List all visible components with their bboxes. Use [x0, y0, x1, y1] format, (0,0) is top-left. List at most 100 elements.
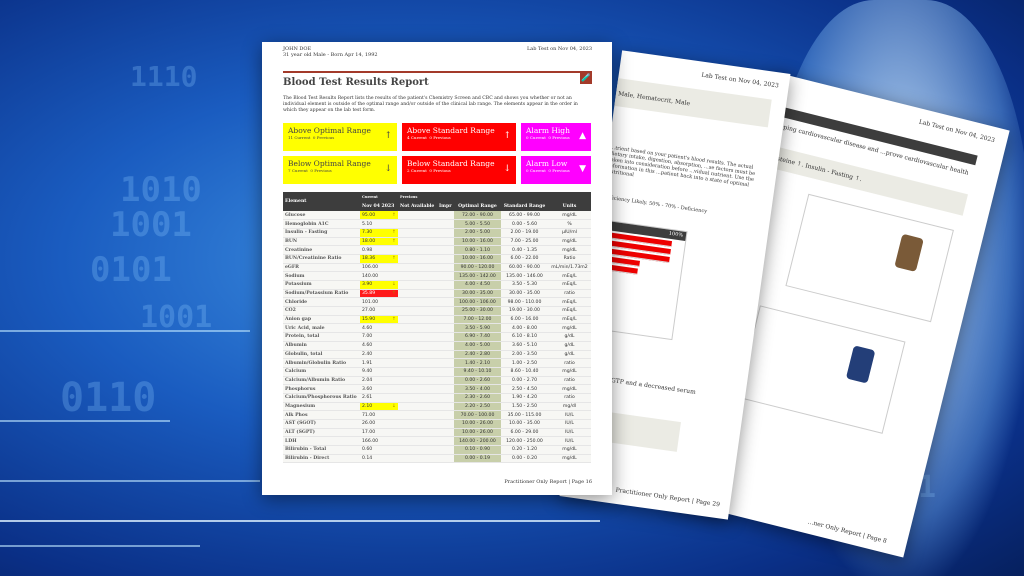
element-name: LDH — [283, 436, 360, 447]
standard-range: 7.00 - 25.00 — [501, 237, 548, 247]
units: mg/dL — [548, 237, 591, 247]
current-value: 3.90 ↓ — [360, 280, 398, 290]
binary-digits: 1001 — [110, 205, 192, 245]
table-row: eGFR 106.00 90.00 - 120.00 60.00 - 90.00 mL/… — [283, 263, 591, 273]
optimal-range: 3.50 - 5.90 — [454, 323, 501, 334]
element-name: Anion gap — [283, 315, 360, 325]
standard-range: 30.00 - 35.00 — [501, 289, 548, 299]
optimal-range: 140.00 - 200.00 — [454, 436, 501, 447]
arrow-icon: ↑ — [384, 131, 392, 141]
summary-label: Alarm High — [526, 126, 570, 135]
results-table: Element Current Previous Nov 04 2023 Not… — [283, 192, 591, 464]
patient-info: 31 year old Male - Born Apr 14, 1992 — [283, 52, 378, 58]
col-current-label: Current — [360, 192, 398, 202]
standard-range: 10.00 - 35.00 — [501, 419, 548, 429]
table-row: Bilirubin - Total 0.60 0.10 - 0.90 0.20 - 1… — [283, 445, 591, 455]
element-name: Bilirubin - Direct — [283, 454, 360, 464]
current-value: 17.00 — [360, 428, 398, 438]
standard-range: 135.00 - 146.00 — [501, 271, 548, 281]
units: g/dL — [548, 350, 591, 360]
standard-range: 4.00 - 8.00 — [501, 323, 548, 334]
optimal-range: 4.00 - 5.00 — [454, 341, 501, 351]
summary-box: Below Optimal Range 7 Current 0 Previous ↓ — [283, 156, 397, 184]
optimal-range: 100.00 - 106.00 — [454, 297, 501, 308]
element-name: Bilirubin - Total — [283, 445, 360, 455]
units: g/dL — [548, 341, 591, 351]
current-value: 1.91 — [360, 358, 398, 368]
current-value: 18.00 ↑ — [360, 237, 398, 247]
col-previous-label: Previous — [398, 192, 437, 202]
standard-range: 0.20 - 1.20 — [501, 445, 548, 455]
element-name: Globulin, total — [283, 350, 360, 360]
current-value: 166.00 — [360, 436, 398, 447]
table-row: Sodium 140.00 135.00 - 142.00 135.00 - 146.… — [283, 271, 591, 281]
units: µIU/ml — [548, 228, 591, 238]
current-value: 0.14 — [360, 454, 398, 464]
element-name: CO2 — [283, 306, 360, 316]
arrow-icon: ▼ — [579, 164, 586, 174]
supplement-bottle-image — [845, 345, 876, 384]
col-impr: Impr — [437, 201, 454, 211]
units: mEq/L — [548, 280, 591, 290]
element-name: BUN/Creatinine Ratio — [283, 254, 360, 264]
standard-range: 0.40 - 1.35 — [501, 245, 548, 255]
element-name: Calcium/Albumin Ratio — [283, 376, 360, 386]
standard-range: 3.60 - 5.10 — [501, 341, 548, 351]
summary-counts: 0 Current 0 Previous — [526, 135, 570, 140]
report-description: The Blood Test Results Report lists the … — [283, 96, 578, 113]
current-value: 2.04 — [360, 376, 398, 386]
table-row: Phosphorus 3.60 3.50 - 4.00 2.50 - 4.50 mg/d… — [283, 384, 591, 394]
standard-range: 2.00 - 19.00 — [501, 228, 548, 238]
element-name: BUN — [283, 237, 360, 247]
standard-range: 1.00 - 2.50 — [501, 358, 548, 368]
current-value: 71.00 — [360, 410, 398, 420]
standard-range: 6.10 - 8.10 — [501, 332, 548, 342]
units: mg/dL — [548, 367, 591, 377]
units: mg/dL — [548, 454, 591, 464]
element-name: ALT (SGPT) — [283, 428, 360, 438]
table-row: Potassium 3.90 ↓ 4.00 - 4.50 3.50 - 5.30 mEq/… — [283, 280, 591, 290]
title-divider — [283, 71, 591, 73]
summary-box: Above Optimal Range 11 Current 0 Previous… — [283, 123, 397, 151]
optimal-range: 10.00 - 26.00 — [454, 428, 501, 438]
summary-counts: 4 Current 0 Previous — [407, 135, 451, 140]
table-row: Alk Phos 71.00 70.00 - 100.00 35.00 - 115.0… — [283, 410, 591, 420]
element-name: Phosphorus — [283, 384, 360, 394]
element-name: Hemoglobin A1C — [283, 219, 360, 229]
standard-range: 1.50 - 2.50 — [501, 402, 548, 412]
units: mg/dL — [548, 245, 591, 255]
standard-range: 6.00 - 29.00 — [501, 428, 548, 438]
units: mg/dl — [548, 402, 591, 412]
standard-range: 0.00 - 0.20 — [501, 454, 548, 464]
optimal-range: 5.00 - 5.50 — [454, 219, 501, 229]
optimal-range: 6.90 - 7.40 — [454, 332, 501, 342]
patient-header: JOHN DOE 31 year old Male - Born Apr 14,… — [283, 46, 378, 58]
arrow-icon: ▲ — [579, 131, 586, 141]
optimal-range: 0.00 - 0.19 — [454, 454, 501, 464]
optimal-range: 2.30 - 2.60 — [454, 393, 501, 403]
current-value: 5.10 — [360, 219, 398, 229]
element-name: Calcium — [283, 367, 360, 377]
optimal-range: 0.10 - 0.90 — [454, 445, 501, 455]
current-value: 140.00 — [360, 271, 398, 281]
table-row: BUN 18.00 ↑ 10.00 - 16.00 7.00 - 25.00 mg/dL — [283, 237, 591, 247]
standard-range: 0.00 - 2.70 — [501, 376, 548, 386]
optimal-range: 25.00 - 30.00 — [454, 306, 501, 316]
units: IU/L — [548, 428, 591, 438]
units: ratio — [548, 358, 591, 368]
current-value: 0.60 — [360, 445, 398, 455]
optimal-range: 2.00 - 5.00 — [454, 228, 501, 238]
current-value: 101.00 — [360, 297, 398, 308]
lab-date: Lab Test on Nov 04, 2023 — [526, 46, 592, 52]
flag-arrow-icon: ↑ — [392, 230, 396, 236]
current-value: 9.40 — [360, 367, 398, 377]
standard-range: 120.00 - 250.00 — [501, 436, 548, 447]
table-row: Magnesium 2.10 ↓ 2.20 - 2.50 1.50 - 2.50 mg/d… — [283, 402, 591, 412]
units: mEq/L — [548, 315, 591, 325]
element-name: Sodium/Potassium Ratio — [283, 289, 360, 299]
optimal-range: 30.00 - 35.00 — [454, 289, 501, 299]
element-name: Potassium — [283, 280, 360, 290]
current-value: 2.10 ↓ — [360, 402, 398, 412]
page-footer: Practitioner Only Report | Page 16 — [504, 479, 592, 485]
units: IU/L — [548, 436, 591, 447]
